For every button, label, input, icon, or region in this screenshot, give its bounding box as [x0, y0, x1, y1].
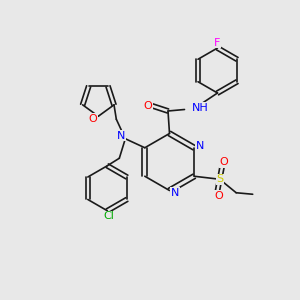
Text: Cl: Cl [103, 211, 114, 221]
Text: O: O [143, 100, 152, 111]
Text: N: N [171, 188, 179, 198]
Text: F: F [214, 38, 221, 48]
Text: O: O [219, 158, 228, 167]
Text: N: N [117, 131, 126, 141]
Text: S: S [216, 174, 223, 184]
Text: NH: NH [192, 103, 209, 113]
Text: O: O [214, 191, 223, 201]
Text: N: N [195, 141, 204, 151]
Text: O: O [88, 114, 97, 124]
